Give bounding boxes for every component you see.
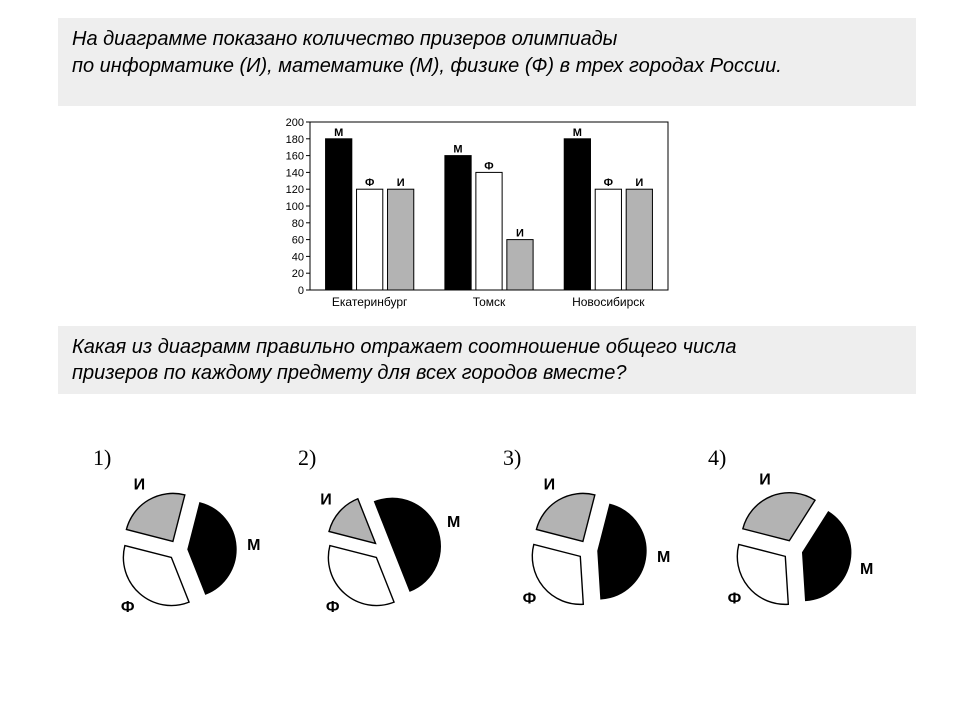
svg-text:Ф: Ф xyxy=(121,599,135,616)
svg-text:М: М xyxy=(573,127,582,139)
svg-text:60: 60 xyxy=(292,235,304,247)
problem-header-top: На диаграмме показано количество призеро… xyxy=(58,18,916,106)
svg-text:Ф: Ф xyxy=(604,177,613,189)
svg-text:2): 2) xyxy=(298,445,316,470)
svg-text:120: 120 xyxy=(286,184,304,196)
svg-text:М: М xyxy=(657,549,670,566)
svg-text:4): 4) xyxy=(708,445,726,470)
svg-text:И: И xyxy=(759,471,771,488)
svg-text:100: 100 xyxy=(286,201,304,213)
pie-options-row: 1) И М Ф 2) И М Ф 3) И М Ф 4) И М Ф xyxy=(58,430,918,660)
svg-text:180: 180 xyxy=(286,134,304,146)
svg-text:М: М xyxy=(860,561,873,578)
svg-text:И: И xyxy=(516,228,524,240)
svg-text:Ф: Ф xyxy=(484,160,493,172)
svg-text:Ф: Ф xyxy=(728,590,742,607)
svg-text:И: И xyxy=(635,177,643,189)
svg-text:И: И xyxy=(134,477,146,494)
header-top-text: На диаграмме показано количество призеро… xyxy=(72,28,782,77)
svg-text:Ф: Ф xyxy=(523,590,537,607)
svg-text:0: 0 xyxy=(298,285,304,297)
svg-text:И: И xyxy=(544,477,556,494)
svg-text:1): 1) xyxy=(93,445,111,470)
svg-text:Ф: Ф xyxy=(365,177,374,189)
svg-text:И: И xyxy=(320,492,332,509)
svg-text:20: 20 xyxy=(292,268,304,280)
svg-text:140: 140 xyxy=(286,167,304,179)
svg-text:160: 160 xyxy=(286,151,304,163)
header-bottom-text: Какая из диаграмм правильно отражает соо… xyxy=(72,336,736,384)
svg-text:3): 3) xyxy=(503,445,521,470)
svg-text:80: 80 xyxy=(292,218,304,230)
bar-chart: 0 20 40 60 80 100 120 140 160 180 200 М Ф И Екатеринбу… xyxy=(266,116,674,321)
svg-text:Екатеринбург: Екатеринбург xyxy=(332,295,408,309)
svg-text:М: М xyxy=(447,514,460,531)
svg-text:М: М xyxy=(453,144,462,156)
svg-text:М: М xyxy=(247,537,260,554)
svg-text:Ф: Ф xyxy=(326,599,340,616)
svg-text:40: 40 xyxy=(292,251,304,263)
svg-text:М: М xyxy=(334,127,343,139)
svg-text:Томск: Томск xyxy=(473,295,506,309)
svg-text:Новосибирск: Новосибирск xyxy=(572,295,645,309)
svg-text:200: 200 xyxy=(286,117,304,129)
svg-text:И: И xyxy=(397,177,405,189)
question-header: Какая из диаграмм правильно отражает соо… xyxy=(58,326,916,394)
